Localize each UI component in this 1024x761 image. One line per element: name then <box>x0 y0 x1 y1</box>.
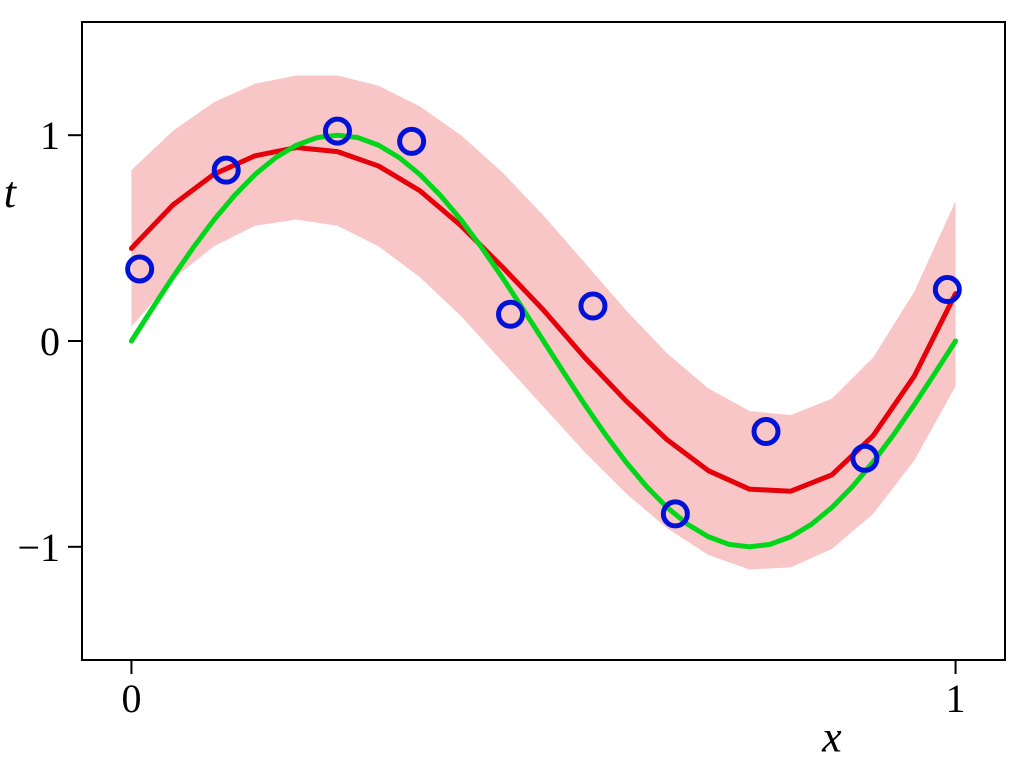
x-tick-label: 1 <box>946 676 966 721</box>
y-tick-label: 0 <box>40 319 60 364</box>
y-axis-label: t <box>4 168 18 217</box>
y-tick-label: 1 <box>40 113 60 158</box>
x-axis-label: x <box>821 712 842 761</box>
x-tick-label: 0 <box>121 676 141 721</box>
chart-canvas: 0 1 −1 0 1 x t <box>0 0 1024 761</box>
y-tick-label: −1 <box>17 525 60 570</box>
regression-chart: 0 1 −1 0 1 x t <box>0 0 1024 761</box>
